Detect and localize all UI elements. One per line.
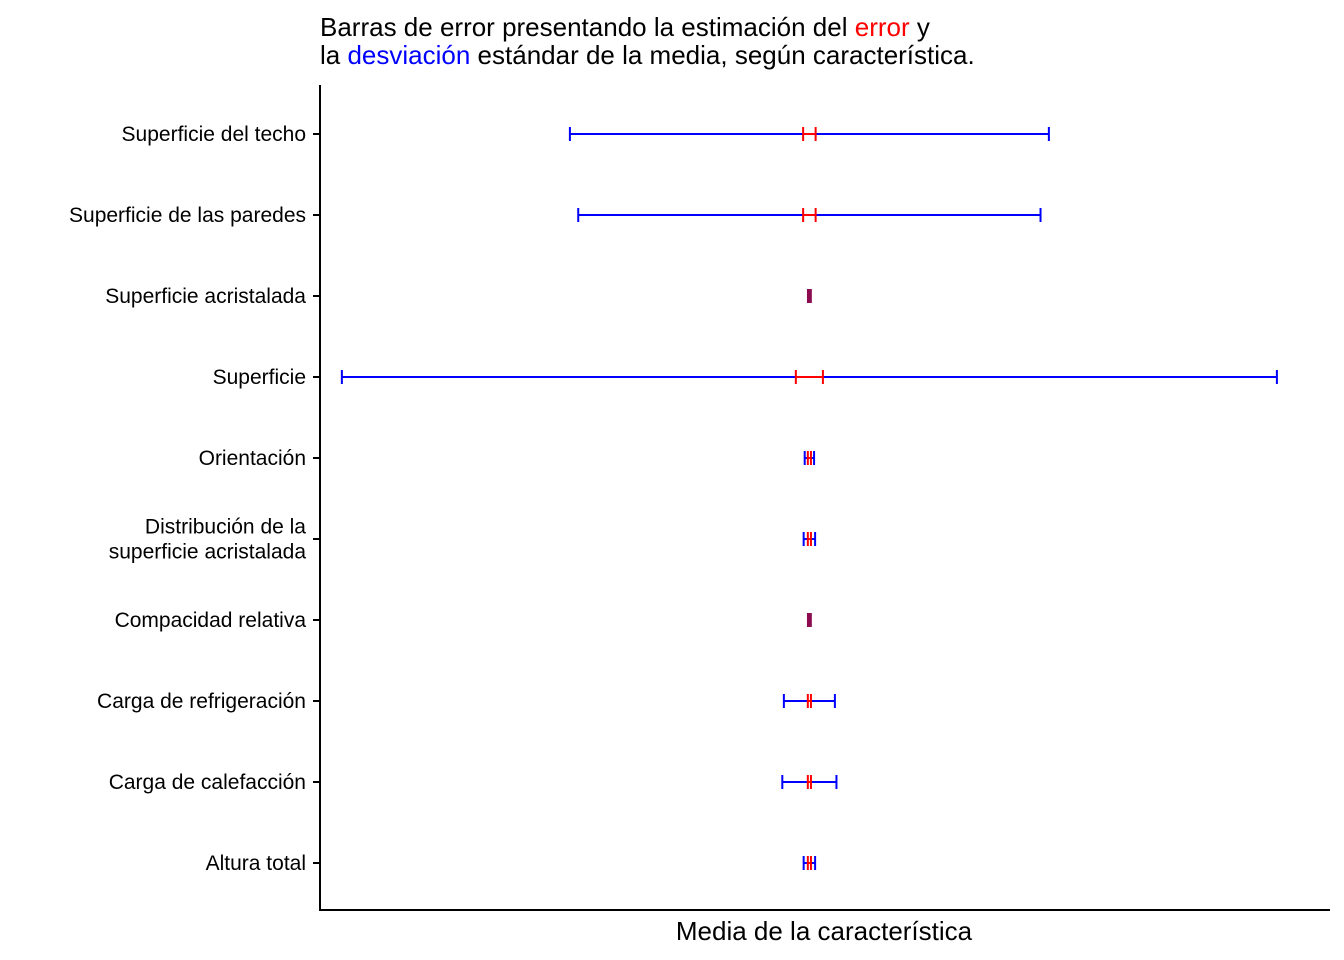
error-bar-row: Superficie xyxy=(213,366,1278,389)
y-tick-label: Orientación xyxy=(199,447,306,470)
y-tick-label: Carga de refrigeración xyxy=(97,690,306,713)
error-bar xyxy=(794,370,824,384)
error-bar-row: Superficie acristalada xyxy=(105,285,812,308)
error-bar-row: Superficie del techo xyxy=(122,123,1050,146)
title-line2-after: estándar de la media, según característi… xyxy=(470,40,974,70)
y-tick-label: Carga de calefacción xyxy=(109,771,306,794)
title-line2-before: la xyxy=(320,40,347,70)
title-line1-after: y xyxy=(910,12,930,42)
y-tick-label: Altura total xyxy=(206,852,306,875)
title-line1-before: Barras de error presentando la estimació… xyxy=(320,12,855,42)
error-bar xyxy=(806,532,812,546)
error-bar xyxy=(806,856,812,870)
error-bar xyxy=(806,775,812,789)
y-tick-label: superficie acristalada xyxy=(109,541,307,564)
title-error-word: error xyxy=(855,12,910,42)
y-tick-label: Superficie acristalada xyxy=(105,285,306,308)
error-bar-row: Superficie de las paredes xyxy=(69,204,1042,227)
error-bar-row: Compacidad relativa xyxy=(115,609,812,632)
error-bar-row: Carga de calefacción xyxy=(109,771,838,794)
x-axis-label: Media de la característica xyxy=(676,916,973,946)
title-sd-word: desviación xyxy=(347,40,470,70)
error-bar-row: Altura total xyxy=(206,852,817,875)
y-tick-label: Compacidad relativa xyxy=(115,609,307,632)
chart-title-line1: Barras de error presentando la estimació… xyxy=(320,12,930,42)
overlap-bar xyxy=(806,613,812,627)
y-tick-label: Superficie xyxy=(213,366,306,389)
error-bar xyxy=(806,451,812,465)
error-bar xyxy=(802,127,817,141)
error-bar-rows: Superficie del techo Superficie de las pa… xyxy=(69,123,1278,875)
error-bar xyxy=(806,694,812,708)
y-tick-label: Distribución de la xyxy=(145,516,306,539)
error-bar xyxy=(802,208,817,222)
y-tick-label: Superficie del techo xyxy=(122,123,306,146)
y-tick-label: Superficie de las paredes xyxy=(69,204,306,227)
error-bar-row: Carga de refrigeración xyxy=(97,690,836,713)
error-bar-row: Orientación xyxy=(199,447,816,470)
chart-title-line2: la desviación estándar de la media, segú… xyxy=(320,40,975,70)
overlap-bar xyxy=(806,289,812,303)
